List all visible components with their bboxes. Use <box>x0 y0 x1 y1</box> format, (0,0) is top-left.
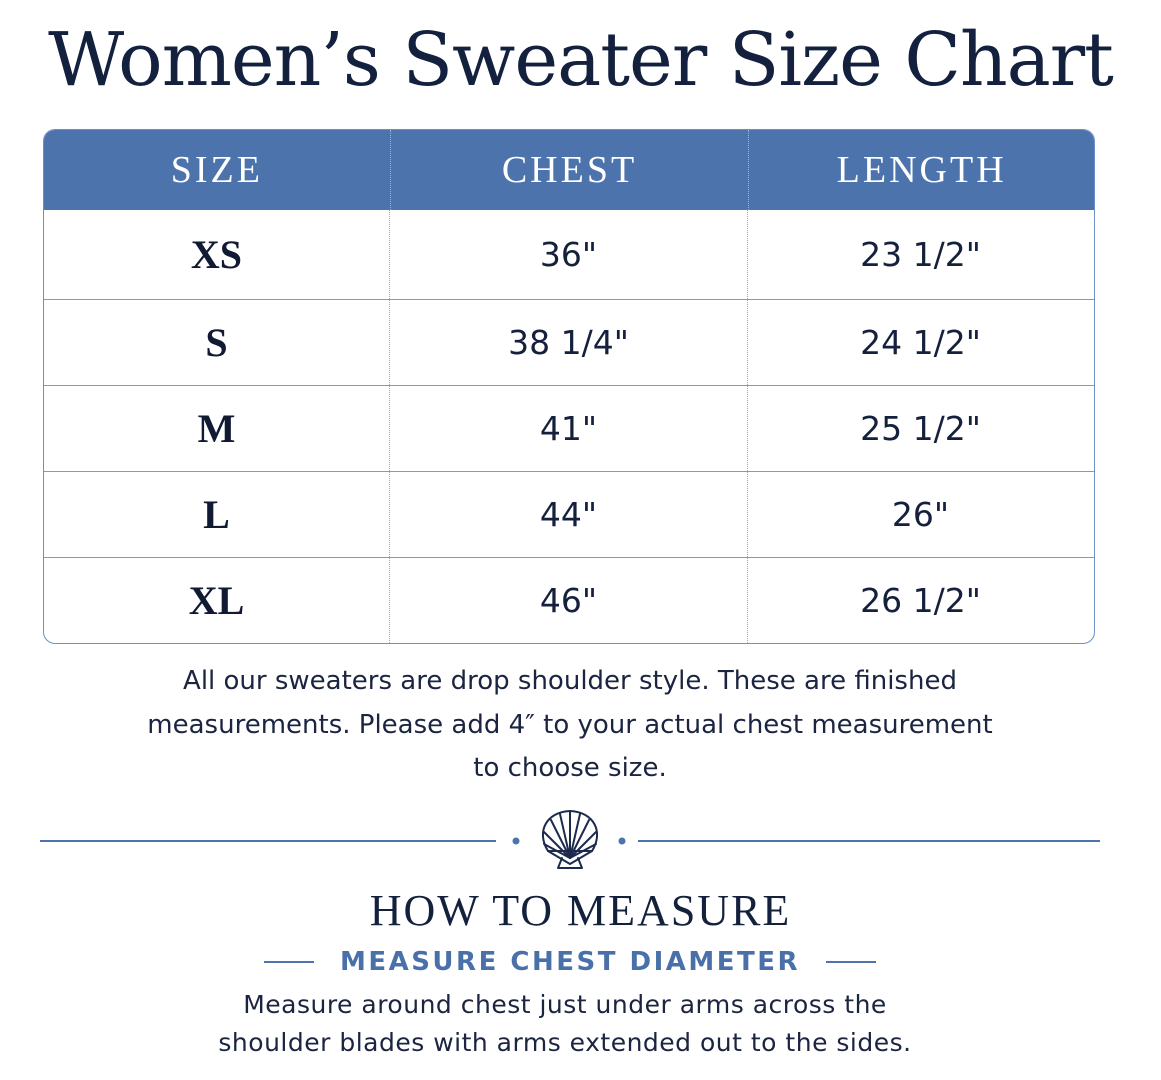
size-cell: L <box>44 472 390 557</box>
chest-cell: 41" <box>390 386 748 471</box>
instruction-line: shoulder blades with arms extended out t… <box>218 1028 912 1057</box>
size-table: SIZE CHEST LENGTH XS 36" 23 1/2" S 38 1/… <box>43 129 1095 644</box>
length-cell: 25 1/2" <box>860 409 981 448</box>
length-cell: 26 1/2" <box>860 581 981 620</box>
divider-dot-right <box>618 837 626 845</box>
size-cell: M <box>44 386 390 471</box>
table-body: XS 36" 23 1/2" S 38 1/4" 24 1/2" M 41" 2… <box>44 210 1094 643</box>
how-to-instructions: Measure around chest just under arms acr… <box>60 986 1070 1062</box>
how-to-subtitle: MEASURE CHEST DIAMETER <box>339 947 801 977</box>
fit-note-line: measurements. Please add 4″ to your actu… <box>147 709 993 740</box>
length-cell: 26" <box>891 495 950 534</box>
table-row: S 38 1/4" 24 1/2" <box>44 299 1094 385</box>
chest-cell: 46" <box>390 558 748 643</box>
fit-note-line: to choose size. <box>473 753 667 783</box>
subtitle-line-right <box>826 961 877 963</box>
column-header-length: LENGTH <box>836 149 1007 191</box>
chest-cell: 38 1/4" <box>390 300 748 385</box>
table-row: M 41" 25 1/2" <box>44 385 1094 471</box>
page-title: Women’s Sweater Size Chart <box>48 17 1114 103</box>
length-cell: 24 1/2" <box>860 323 981 362</box>
table-row: XS 36" 23 1/2" <box>44 210 1094 299</box>
length-cell: 23 1/2" <box>860 235 981 274</box>
chest-cell: 44" <box>390 472 748 557</box>
how-to-subtitle-row: MEASURE CHEST DIAMETER <box>0 942 1140 982</box>
fit-note-line: All our sweaters are drop shoulder style… <box>183 666 957 696</box>
table-row: L 44" 26" <box>44 471 1094 557</box>
column-header-size: SIZE <box>44 130 391 210</box>
seashell-icon <box>542 810 598 869</box>
how-to-measure-title: HOW TO MEASURE <box>369 886 792 935</box>
subtitle-line-left <box>263 961 314 963</box>
size-cell: XL <box>44 558 390 643</box>
chest-cell: 36" <box>390 210 748 299</box>
shell-divider <box>40 810 1100 869</box>
table-row: XL 46" 26 1/2" <box>44 557 1094 643</box>
divider-dot-left <box>512 837 520 845</box>
fit-note: All our sweaters are drop shoulder style… <box>80 660 1060 791</box>
table-header: SIZE CHEST LENGTH <box>44 130 1094 210</box>
size-cell: XS <box>44 210 390 299</box>
size-cell: S <box>44 300 390 385</box>
column-header-chest: CHEST <box>391 130 750 210</box>
instruction-line: Measure around chest just under arms acr… <box>243 990 887 1019</box>
